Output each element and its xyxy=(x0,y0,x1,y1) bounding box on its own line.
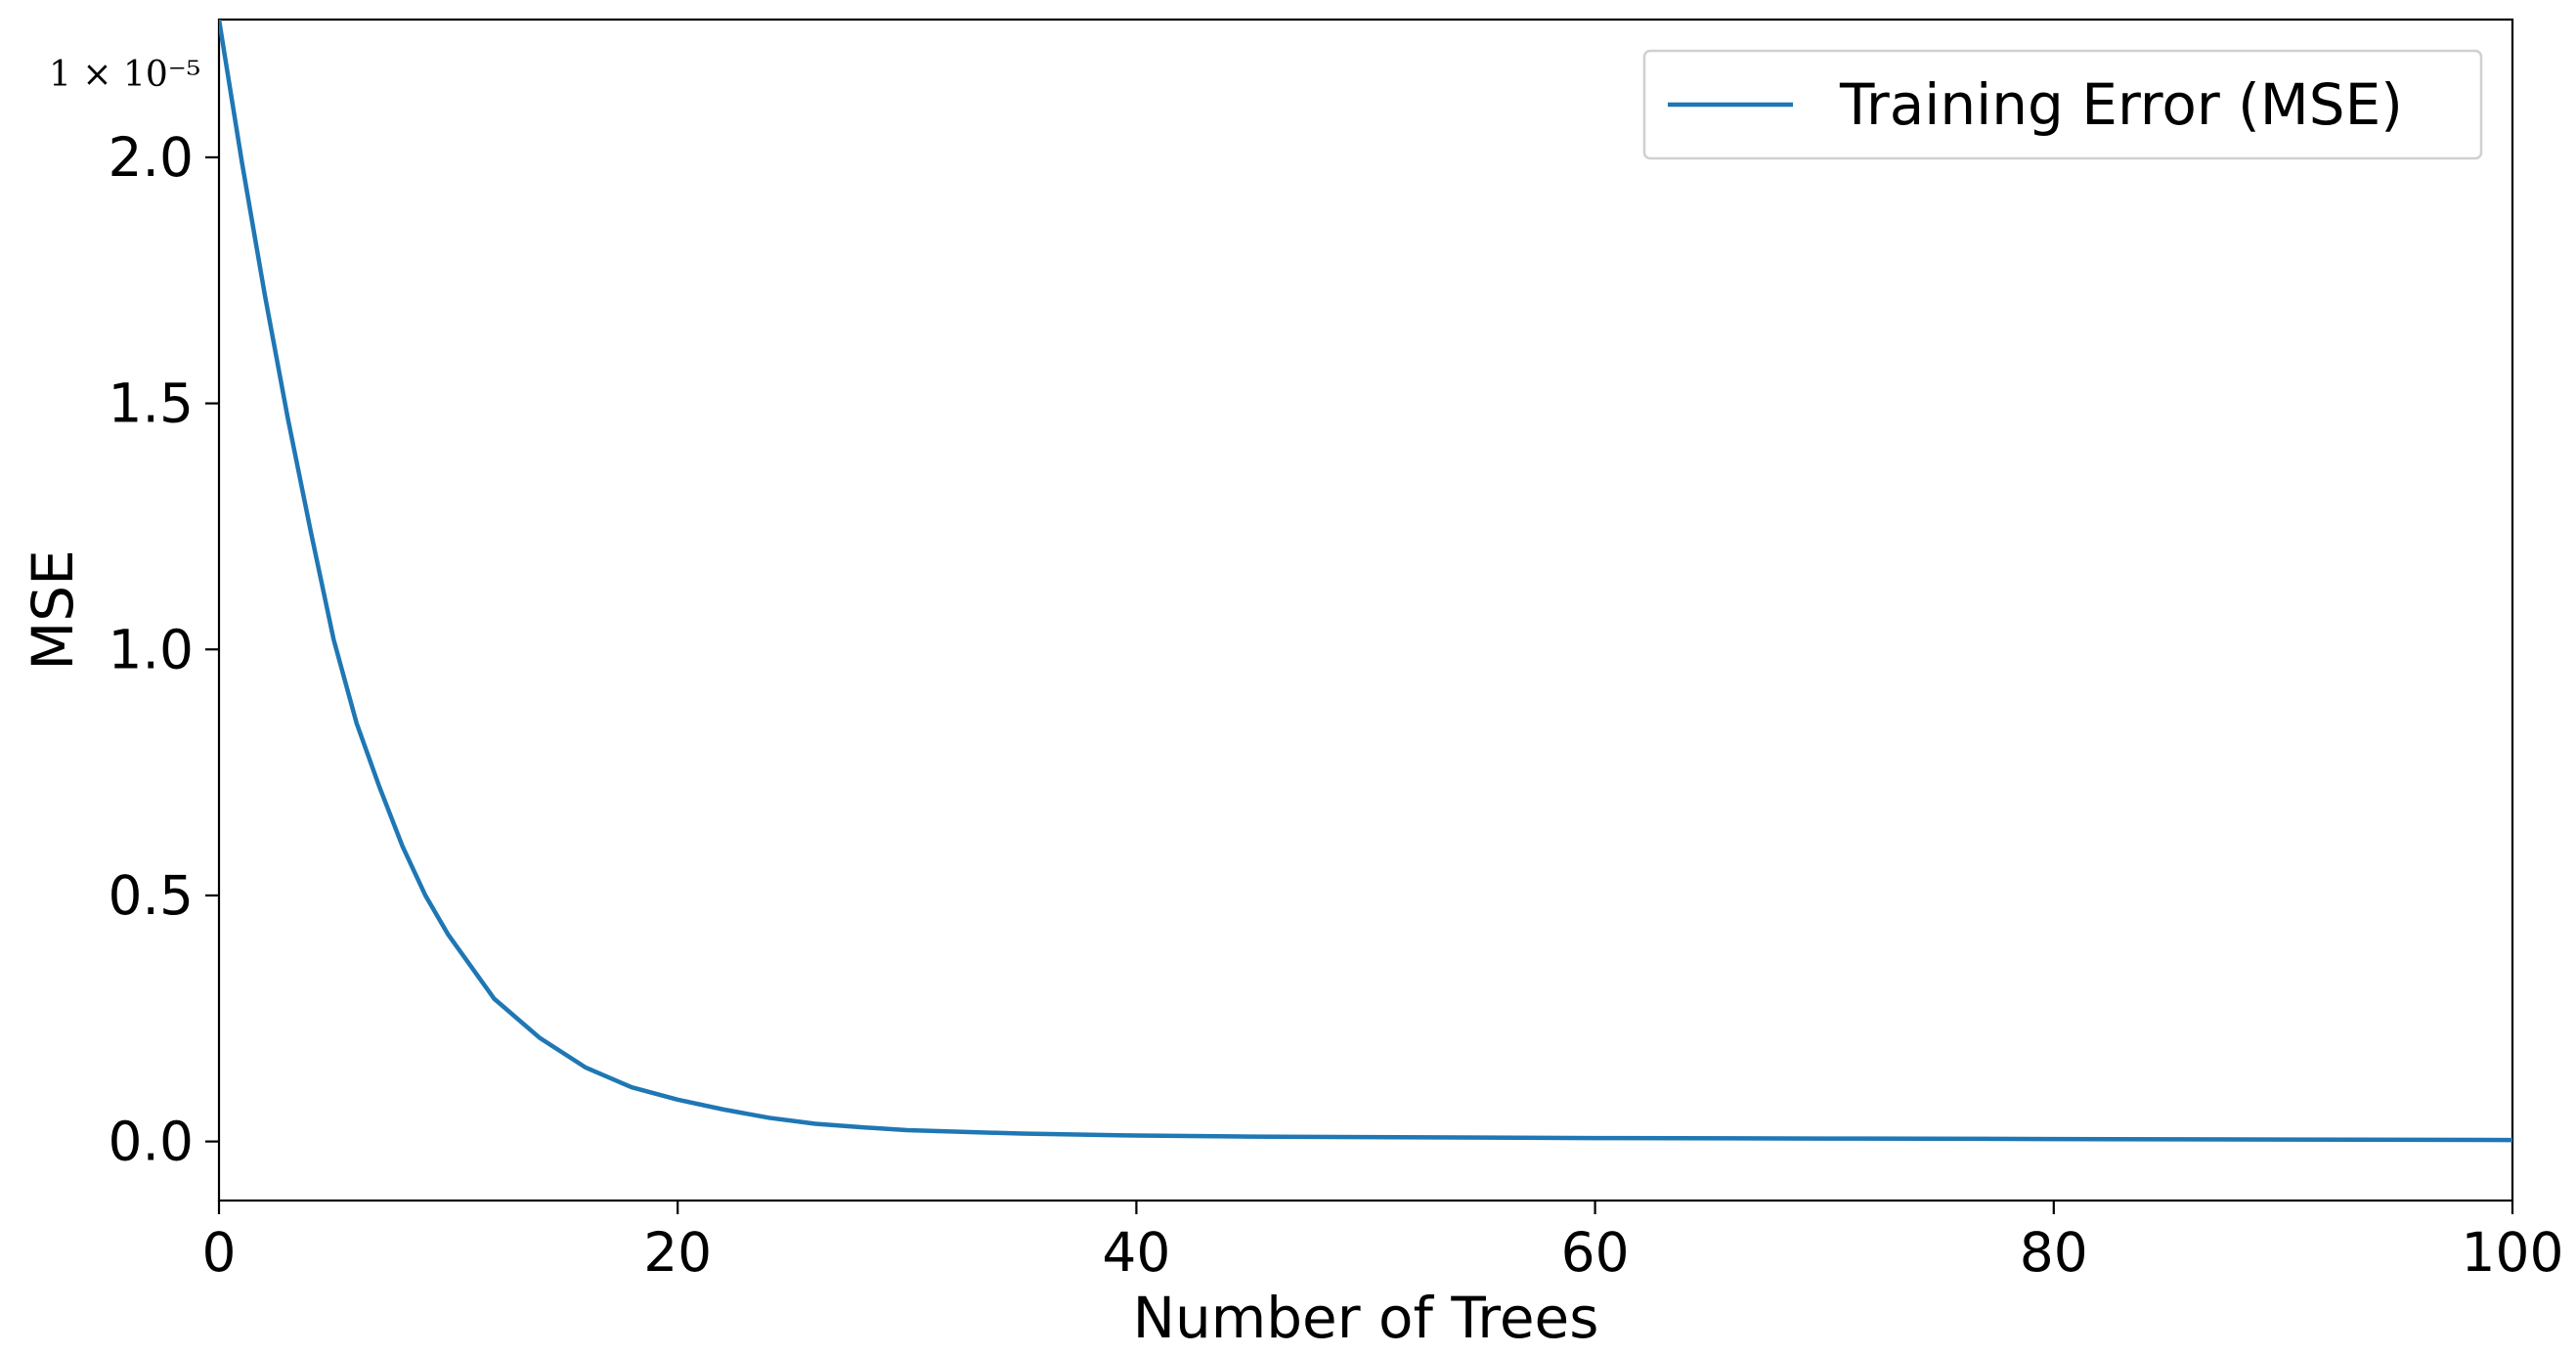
axes-frame xyxy=(217,18,2514,1202)
legend: Training Error (MSE) xyxy=(1642,49,2483,160)
x-tick-label: 0 xyxy=(202,1221,237,1284)
plot-area xyxy=(217,18,2514,1202)
y-axis-ticks: 0.0 0.5 1.0 1.5 2.0 xyxy=(109,126,219,1173)
x-tick-label: 40 xyxy=(1102,1221,1170,1284)
y-tick-label: 1.0 xyxy=(109,618,194,680)
x-tick-label: 60 xyxy=(1561,1221,1630,1284)
x-axis-ticks: 0 20 40 60 80 100 xyxy=(202,1201,2564,1284)
legend-label-training-error: Training Error (MSE) xyxy=(1839,71,2403,138)
x-axis-label: Number of Trees xyxy=(1133,1285,1599,1351)
y-tick-label: 0.0 xyxy=(109,1111,194,1173)
y-tick-label: 0.5 xyxy=(109,864,194,927)
x-tick-label: 80 xyxy=(2020,1221,2088,1284)
y-tick-label: 1.5 xyxy=(109,372,194,435)
legend-box xyxy=(1642,49,2483,160)
y-axis-label: MSE xyxy=(20,549,86,671)
y-axis-offset-label: 1 × 10⁻⁵ xyxy=(49,55,200,95)
series-line-training-error xyxy=(219,20,2512,1143)
x-tick-label: 100 xyxy=(2462,1221,2564,1284)
x-tick-label: 20 xyxy=(643,1221,712,1284)
y-tick-label: 2.0 xyxy=(109,126,194,189)
